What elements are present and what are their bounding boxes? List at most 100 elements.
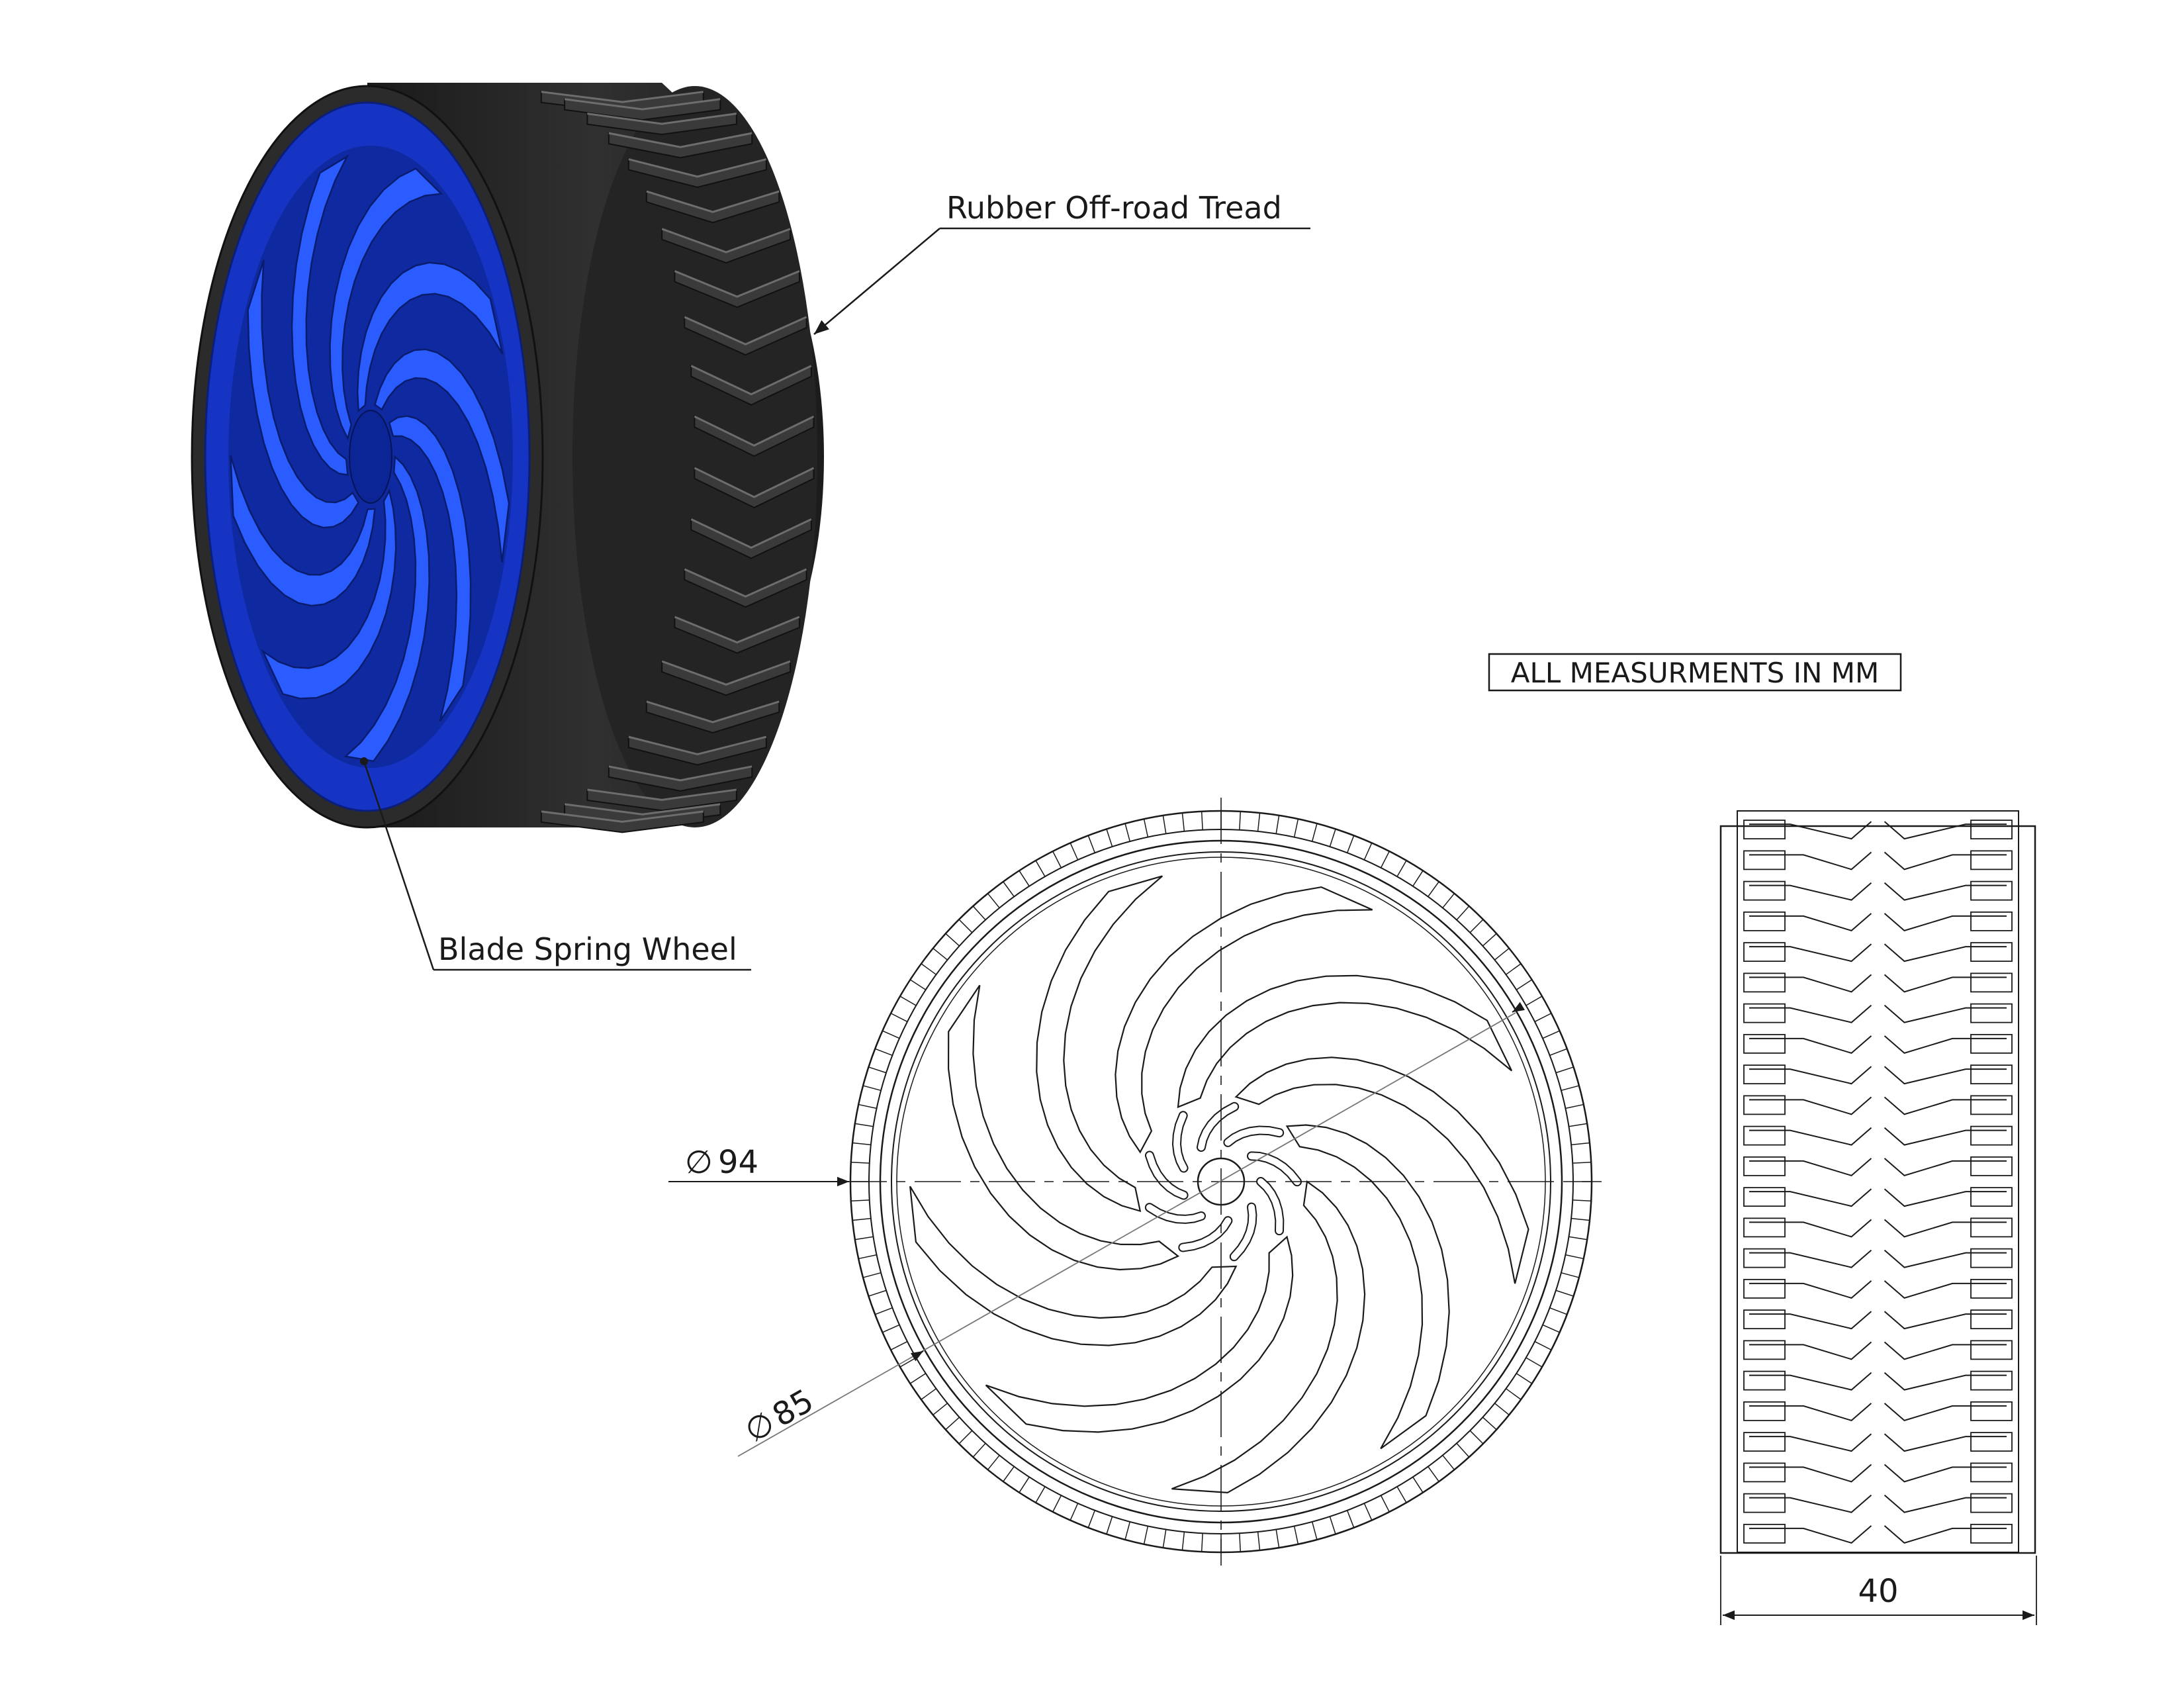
tread-chevron xyxy=(1749,1035,1872,1054)
tread-chevron xyxy=(1749,1096,1872,1115)
tread-tick xyxy=(1257,1532,1261,1551)
tread-tick xyxy=(972,1442,986,1458)
tread-block xyxy=(1743,1309,1786,1330)
hub-slot-inner xyxy=(1224,1127,1283,1146)
tread-tick xyxy=(874,1048,893,1056)
tread-tick xyxy=(850,1161,870,1164)
tread-chevron xyxy=(1749,1188,1872,1207)
tread-tick xyxy=(1442,893,1455,909)
tread-block xyxy=(1743,1003,1786,1023)
tread-lug-highlight xyxy=(690,365,812,396)
dim-94-symbol: ∅ xyxy=(685,1144,713,1181)
tread-block xyxy=(1743,1125,1786,1146)
tread-block xyxy=(1970,820,2013,840)
spring-blade-3d xyxy=(261,488,397,700)
tread-callout: Rubber Off-road Tread xyxy=(813,190,1310,335)
tread-block xyxy=(1743,1523,1786,1544)
wheel-label: Blade Spring Wheel xyxy=(438,931,737,967)
tread-tick xyxy=(899,996,917,1006)
spring-blade-3d xyxy=(230,455,376,607)
tread-side-view xyxy=(1719,810,2036,1554)
tread-block xyxy=(1970,850,2013,870)
tread-block xyxy=(1743,1401,1786,1421)
tread-tick xyxy=(987,893,1000,909)
tread-tick xyxy=(1565,1254,1584,1260)
tread-chevron xyxy=(1884,1158,2007,1176)
tread-tick xyxy=(1542,1324,1560,1333)
tread-block xyxy=(1743,1278,1786,1299)
tread-tick xyxy=(1019,1476,1030,1493)
tread-tick xyxy=(1143,1526,1149,1544)
wheel-front-view xyxy=(841,798,1602,1566)
tread-tick xyxy=(1181,812,1185,831)
tread-tick xyxy=(1380,1495,1390,1513)
tread-tick xyxy=(1505,1388,1522,1400)
wheel-3d-render xyxy=(191,83,824,833)
tread-block xyxy=(1970,1248,2013,1268)
tread-lug-highlight xyxy=(661,660,791,686)
tread-tick xyxy=(854,1236,874,1241)
tread-block xyxy=(1743,1217,1786,1238)
tread-lug-highlight xyxy=(684,316,807,346)
tread-tick xyxy=(1412,1476,1424,1493)
tread-chevron xyxy=(1749,882,1872,901)
tread-lug-highlight xyxy=(608,132,752,148)
spring-blade-3d xyxy=(291,154,349,476)
tread-block xyxy=(1743,1340,1786,1360)
tread-tick xyxy=(1534,1340,1552,1350)
tread-block xyxy=(1970,911,2013,931)
spring-blade xyxy=(947,984,1180,1271)
dim-94-value: 94 xyxy=(718,1144,758,1181)
tread-tick xyxy=(874,1307,893,1315)
tread-chevron xyxy=(1749,1158,1872,1176)
tread-tick xyxy=(1106,829,1113,847)
units-label: ALL MEASURMENTS IN MM xyxy=(1511,657,1879,689)
width-dimension: 40 xyxy=(1720,1556,2037,1625)
tread-lug-highlight xyxy=(541,810,704,823)
tread-tick xyxy=(1525,1357,1543,1368)
tread-tick xyxy=(1311,1521,1318,1540)
tread-tick xyxy=(1124,823,1131,842)
hub-slot-inner xyxy=(1248,1152,1300,1186)
tread-chevron xyxy=(1884,1035,2007,1054)
tread-tick xyxy=(933,947,948,961)
tread-tick xyxy=(933,1403,948,1416)
tread-block xyxy=(1970,1095,2013,1115)
tread-tick xyxy=(1469,919,1484,933)
tread-tick xyxy=(958,919,973,933)
tread-tick xyxy=(1162,815,1167,834)
tread-lug-highlight xyxy=(674,270,800,298)
tread-chevron xyxy=(1749,1066,1872,1085)
tread-tick xyxy=(1482,1417,1497,1430)
tread-lug-highlight xyxy=(646,700,780,724)
tread-tick xyxy=(1035,1486,1046,1503)
tread-tick xyxy=(1396,860,1407,877)
tread-tick xyxy=(1052,851,1062,868)
tread-chevron xyxy=(1884,1066,2007,1085)
tread-chevron xyxy=(1884,1341,2007,1360)
tread-tick xyxy=(858,1254,877,1260)
tread-block xyxy=(1970,1432,2013,1452)
tread-chevron xyxy=(1884,943,2007,962)
tread-tick xyxy=(1069,843,1079,861)
tread-tick xyxy=(1363,1503,1373,1521)
tread-chevron xyxy=(1749,1127,1872,1146)
tread-tick xyxy=(1428,881,1439,898)
spring-blade xyxy=(1036,875,1163,1213)
tread-lug-highlight xyxy=(541,91,704,103)
spring-blade-3d xyxy=(373,348,510,563)
tread-lug-highlight xyxy=(628,735,767,756)
tread-tick xyxy=(1549,1307,1568,1315)
tread-tick xyxy=(1565,1103,1584,1109)
tread-tick xyxy=(909,1373,927,1384)
tread-block xyxy=(1743,1187,1786,1207)
spring-blade xyxy=(909,1186,1238,1346)
tread-tick xyxy=(1456,1442,1470,1458)
tread-lug-highlight xyxy=(674,616,800,644)
spring-blade xyxy=(1285,1124,1450,1450)
tread-tick xyxy=(1181,1532,1185,1551)
tread-tick xyxy=(1329,829,1336,847)
tread-label: Rubber Off-road Tread xyxy=(946,190,1282,226)
units-note: ALL MEASURMENTS IN MM xyxy=(1488,653,1902,692)
tread-block xyxy=(1970,942,2013,962)
